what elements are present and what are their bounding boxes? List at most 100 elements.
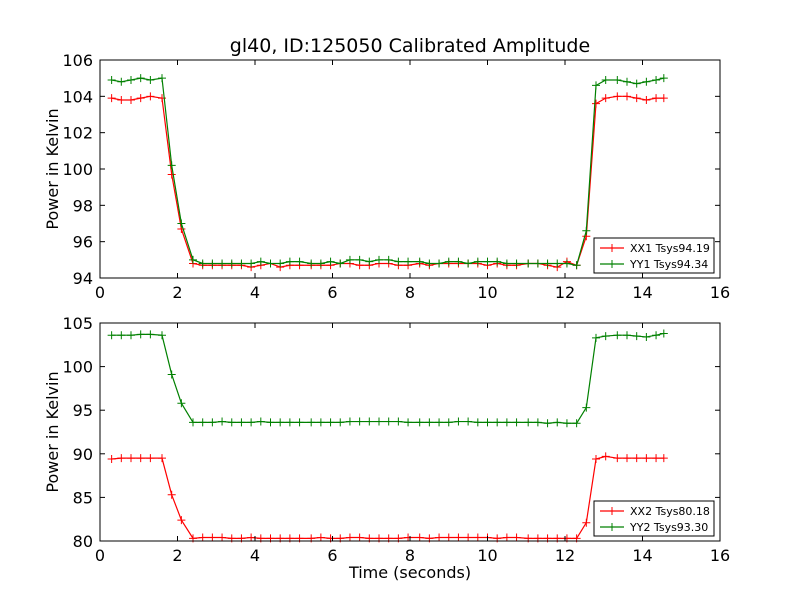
data-point-1-1-14: [247, 418, 256, 427]
data-point-1-0-10: [208, 533, 217, 542]
data-point-1-1-7: [177, 399, 186, 408]
data-point-0-1-45: [553, 259, 562, 268]
data-point-0-1-6: [167, 161, 176, 170]
data-point-1-0-3: [136, 454, 145, 463]
data-point-0-1-25: [355, 255, 364, 264]
y-tick-label-1-4: 100: [62, 358, 93, 377]
y-tick-label-0-0: 94: [73, 269, 93, 288]
data-point-1-1-22: [326, 418, 335, 427]
data-point-0-1-2: [127, 75, 135, 84]
data-point-0-0-52: [623, 92, 631, 101]
y-tick-label-0-4: 102: [62, 124, 93, 143]
y-tick-label-1-5: 105: [62, 314, 93, 333]
data-point-1-1-52: [623, 331, 631, 340]
data-point-0-1-3: [136, 74, 145, 83]
data-point-0-1-42: [524, 259, 533, 268]
legend-box-0: [593, 237, 715, 274]
y-tick-label-0-2: 98: [73, 196, 93, 215]
data-point-1-0-5: [158, 454, 166, 463]
y-tick-label-0-5: 104: [62, 87, 93, 106]
data-point-0-1-14: [247, 259, 256, 268]
data-point-0-0-56: [659, 94, 668, 103]
data-point-1-1-35: [454, 417, 463, 426]
data-point-1-1-49: [592, 333, 600, 342]
data-point-1-1-47: [572, 419, 581, 428]
data-point-1-0-21: [316, 533, 325, 542]
data-point-1-0-11: [218, 533, 227, 542]
data-point-0-1-38: [483, 257, 492, 266]
data-point-1-1-48: [582, 403, 591, 412]
data-point-1-0-49: [592, 455, 600, 464]
data-point-1-1-24: [345, 417, 354, 426]
data-point-1-1-28: [384, 417, 393, 426]
data-point-1-0-52: [623, 454, 631, 463]
data-point-1-1-29: [394, 417, 403, 426]
x-tick-label-1-8: 16: [710, 546, 730, 565]
data-point-1-1-21: [316, 418, 325, 427]
data-point-1-0-1: [117, 454, 126, 463]
data-point-0-1-55: [652, 75, 661, 84]
data-point-0-1-23: [336, 259, 345, 268]
data-point-0-0-53: [632, 94, 641, 103]
legend-marker-0-1: [608, 260, 616, 268]
x-tick-label-0-0: 0: [95, 283, 105, 302]
data-point-1-0-48: [582, 518, 591, 527]
data-point-1-1-51: [613, 331, 622, 340]
data-point-1-1-27: [375, 417, 383, 426]
data-point-1-1-3: [136, 330, 145, 339]
data-point-1-1-38: [483, 418, 492, 427]
legend-label-1-0: XX2 Tsys80.18: [630, 505, 710, 518]
data-point-0-1-13: [237, 259, 246, 268]
data-point-0-1-36: [464, 259, 473, 268]
x-tick-label-1-2: 4: [250, 546, 260, 565]
legend-label-0-0: XX1 Tsys94.19: [630, 242, 710, 255]
data-point-1-1-56: [659, 329, 668, 338]
data-point-1-1-8: [189, 418, 197, 427]
data-point-0-1-46: [562, 259, 571, 268]
data-point-1-0-56: [659, 454, 668, 463]
data-point-1-1-43: [533, 418, 542, 427]
legend-marker-0-0: [608, 244, 616, 252]
data-point-0-1-8: [189, 255, 197, 264]
data-point-0-1-7: [177, 219, 186, 228]
data-point-1-1-9: [198, 418, 207, 427]
data-point-1-1-44: [543, 419, 552, 428]
data-point-0-1-11: [218, 259, 227, 268]
data-point-0-1-28: [384, 255, 393, 264]
data-point-1-1-42: [524, 418, 533, 427]
data-point-1-1-45: [553, 418, 562, 427]
data-point-0-0-4: [146, 92, 155, 101]
data-point-1-1-20: [307, 418, 316, 427]
data-point-0-1-22: [326, 257, 335, 266]
x-tick-label-1-7: 14: [632, 546, 652, 565]
data-point-1-1-55: [652, 331, 661, 340]
data-point-0-1-10: [208, 259, 217, 268]
data-point-0-1-15: [256, 257, 265, 266]
x-tick-label-1-6: 12: [555, 546, 575, 565]
data-point-1-0-55: [652, 454, 661, 463]
y-tick-label-1-0: 80: [73, 532, 93, 551]
y-tick-label-1-2: 90: [73, 445, 93, 464]
data-point-1-1-6: [167, 370, 176, 379]
x-tick-label-0-2: 4: [250, 283, 260, 302]
data-point-1-1-32: [425, 418, 434, 427]
data-point-0-1-48: [582, 226, 591, 235]
data-point-1-0-24: [345, 533, 354, 542]
data-point-1-1-46: [562, 419, 571, 428]
data-point-0-0-51: [613, 92, 622, 101]
legend-label-0-1: YY1 Tsys94.34: [629, 258, 708, 271]
bottom-panel: 0 2 4 6 8 10 12 14 16 80 85 90 95 100 105 Power in Kelv…: [43, 314, 730, 582]
legend-marker-1-1: [608, 523, 616, 531]
legend-marker-1-0: [608, 507, 616, 515]
data-point-0-1-43: [533, 259, 542, 268]
data-point-1-0-30: [404, 533, 413, 542]
data-point-1-1-2: [127, 331, 135, 340]
legend-box-1: [593, 500, 715, 537]
data-point-0-1-18: [285, 257, 294, 266]
data-point-1-0-31: [415, 533, 424, 542]
data-point-1-1-25: [355, 417, 364, 426]
data-point-0-0-0: [107, 94, 116, 103]
data-point-1-1-26: [365, 417, 374, 426]
data-point-0-1-30: [404, 257, 413, 266]
